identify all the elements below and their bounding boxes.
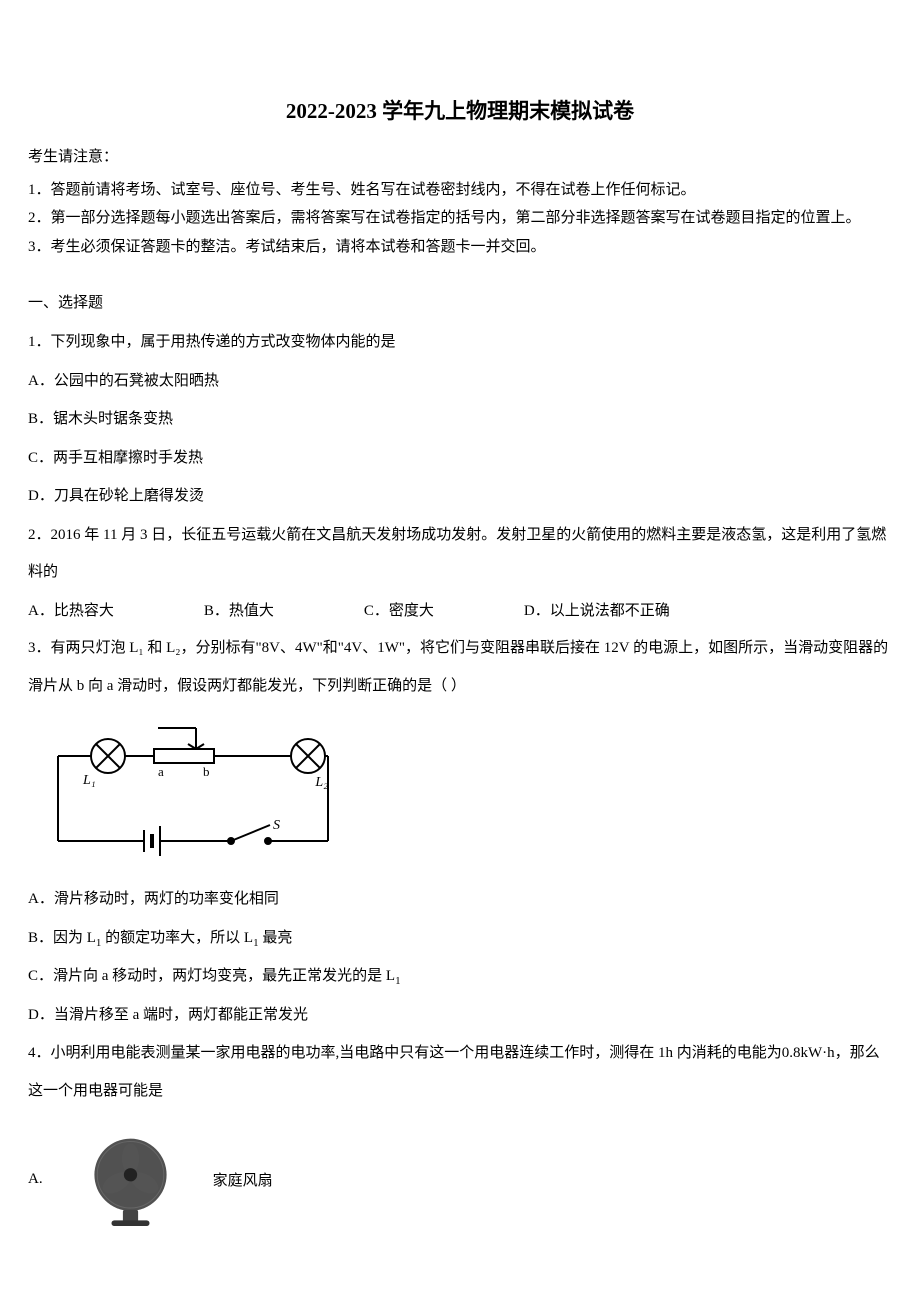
- question-1: 1．下列现象中，属于用热传递的方式改变物体内能的是: [28, 324, 892, 362]
- question-2: 2．2016 年 11 月 3 日，长征五号运载火箭在文昌航天发射场成功发射。发…: [28, 517, 892, 592]
- question-3: 3．有两只灯泡 L₁ 和 L₂，分别标有"8V、4W"和"4V、1W"，将它们与…: [28, 630, 892, 705]
- notice-item-3: 3．考生必须保证答题卡的整洁。考试结束后，请将本试卷和答题卡一并交回。: [28, 233, 892, 262]
- q4-option-a: A. 家庭风扇: [28, 1132, 892, 1227]
- q3-option-a: A．滑片移动时，两灯的功率变化相同: [28, 881, 892, 919]
- notice-item-2: 2．第一部分选择题每小题选出答案后，需将答案写在试卷指定的括号内，第二部分非选择…: [28, 204, 892, 233]
- q2-options-row: A．比热容大 B．热值大 C．密度大 D．以上说法都不正确: [28, 593, 892, 631]
- q1-option-d: D．刀具在砂轮上磨得发烫: [28, 478, 892, 516]
- q2-option-c: C．密度大: [364, 593, 434, 631]
- notice-header: 考生请注意：: [28, 143, 892, 172]
- q3-option-b: B．因为 L1 的额定功率大，所以 L1 最亮: [28, 920, 892, 958]
- notice-item-1: 1．答题前请将考场、试室号、座位号、考生号、姓名写在试卷密封线内，不得在试卷上作…: [28, 176, 892, 205]
- circuit-diagram: L₁ L₂ a b S: [48, 716, 338, 866]
- q2-option-a: A．比热容大: [28, 593, 114, 631]
- q4-option-a-text: 家庭风扇: [213, 1169, 273, 1190]
- q1-option-b: B．锯木头时锯条变热: [28, 401, 892, 439]
- circuit-label-s: S: [273, 818, 280, 833]
- q2-option-d: D．以上说法都不正确: [524, 593, 670, 631]
- q1-option-c: C．两手互相摩擦时手发热: [28, 440, 892, 478]
- fan-icon: [83, 1132, 178, 1227]
- circuit-label-a: a: [158, 764, 164, 779]
- q4-option-a-label: A.: [28, 1171, 43, 1188]
- circuit-label-l1: L₁: [82, 773, 96, 788]
- q3-option-c: C．滑片向 a 移动时，两灯均变亮，最先正常发光的是 L1: [28, 958, 892, 996]
- circuit-label-b: b: [203, 764, 210, 779]
- section-1-header: 一、选择题: [28, 291, 892, 312]
- q3-option-d: D．当滑片移至 a 端时，两灯都能正常发光: [28, 997, 892, 1035]
- q1-option-a: A．公园中的石凳被太阳晒热: [28, 363, 892, 401]
- q2-option-b: B．热值大: [204, 593, 274, 631]
- circuit-label-l2: L₂: [314, 775, 328, 790]
- question-4: 4．小明利用电能表测量某一家用电器的电功率,当电路中只有这一个用电器连续工作时，…: [28, 1035, 892, 1110]
- exam-title: 2022-2023 学年九上物理期末模拟试卷: [28, 95, 892, 125]
